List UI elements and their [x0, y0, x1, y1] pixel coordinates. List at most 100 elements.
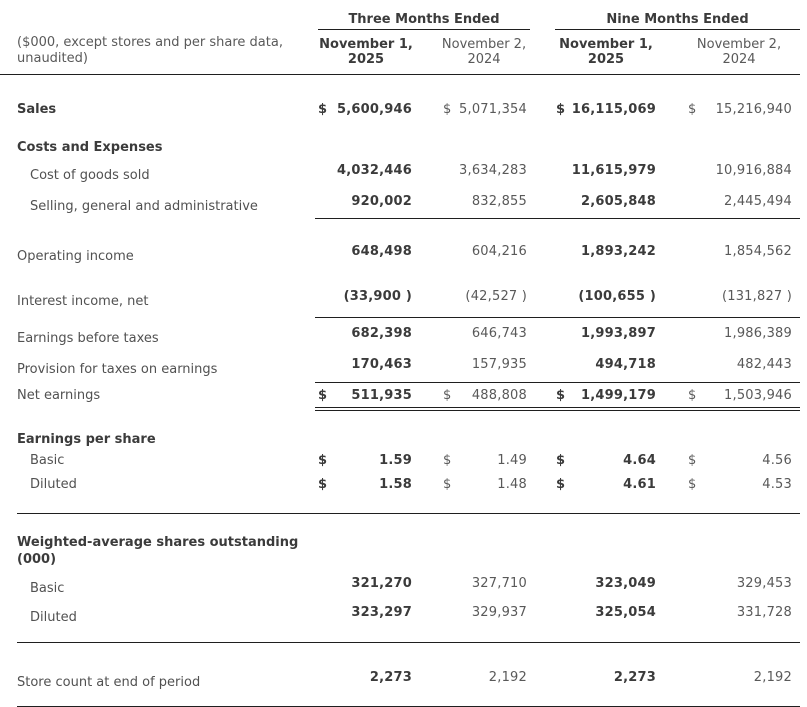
value-cell: 1,986,389: [678, 325, 800, 342]
value-cell: 325,054: [548, 604, 664, 621]
currency-symbol: $: [443, 477, 452, 492]
group-three-months: Three Months Ended: [310, 12, 535, 30]
table-row-eps-diluted: Diluted $1.58 $1.48 $4.61 $4.53: [0, 476, 800, 493]
table-row-costs-and-expenses: Costs and Expenses: [0, 139, 800, 156]
cell-value: 482,443: [736, 357, 792, 372]
section-header: Earnings per share: [17, 432, 156, 447]
value-cell: 331,728: [678, 604, 800, 621]
value-cell: 11,615,979: [548, 162, 664, 179]
section-rule: [17, 642, 800, 643]
cell-value: 604,216: [471, 244, 527, 259]
cell-value: 1.58: [379, 477, 412, 492]
column-header-nov2-2024: November 2, 2024: [696, 37, 782, 67]
table-row-shares-diluted: Diluted 323,297 329,937 325,054 331,728: [0, 604, 800, 626]
column-header-nov1-2025: November 1, 2025: [559, 37, 653, 67]
row-label: Diluted: [30, 477, 77, 492]
cell-value: 1,986,389: [724, 326, 792, 341]
cell-value: (100,655 ): [578, 289, 656, 304]
value-cell: 2,273: [548, 669, 664, 686]
cell-value: 1,854,562: [724, 244, 792, 259]
table-header: Three Months Ended Nine Months Ended ($0…: [0, 0, 800, 75]
table-row-sales: Sales $5,600,946 $5,071,354 $16,115,069 …: [0, 101, 800, 118]
cell-value: 2,273: [369, 670, 412, 685]
row-label: Cost of goods sold: [30, 168, 150, 183]
cell-value: 646,743: [471, 326, 527, 341]
cell-value: 2,445,494: [724, 194, 792, 209]
table-row-eps-basic: Basic $1.59 $1.49 $4.64 $4.56: [0, 452, 800, 469]
value-cell: 482,443: [678, 356, 800, 373]
value-cell: 682,398: [310, 325, 422, 342]
cell-value: 323,297: [351, 605, 412, 620]
column-header-row: ($000, except stores and per share data,…: [0, 35, 800, 67]
table-note: ($000, except stores and per share data,…: [0, 35, 310, 67]
table-row-tax-provision: Provision for taxes on earnings 170,463 …: [0, 356, 800, 378]
row-label: Basic: [30, 453, 65, 468]
cell-value: 327,710: [471, 576, 527, 591]
cell-value: 11,615,979: [571, 163, 656, 178]
cell-value: (33,900 ): [343, 289, 412, 304]
cell-value: 488,808: [471, 388, 527, 403]
value-cell: $15,216,940: [678, 101, 800, 118]
cell-value: 331,728: [736, 605, 792, 620]
table-row-sga: Selling, general and administrative 920,…: [0, 193, 800, 215]
value-cell: $16,115,069: [548, 101, 664, 118]
value-cell: 2,445,494: [678, 193, 800, 210]
value-cell: $4.64: [548, 452, 664, 469]
cell-value: 682,398: [351, 326, 412, 341]
value-cell: (131,827 ): [678, 288, 800, 305]
value-cell: 10,916,884: [678, 162, 800, 179]
value-cell: 3,634,283: [433, 162, 535, 179]
currency-symbol: $: [556, 388, 566, 403]
table-row-shares-header: Weighted-average shares outstanding (000…: [0, 534, 800, 568]
row-label: Store count at end of period: [17, 675, 201, 690]
cell-value: 157,935: [471, 357, 527, 372]
column-header-nov1-2025: November 1, 2025: [319, 37, 413, 67]
table-row-store-count: Store count at end of period 2,273 2,192…: [0, 669, 800, 691]
value-cell: 4,032,446: [310, 162, 422, 179]
value-cell: $1.48: [433, 476, 535, 493]
value-cell: 2,192: [678, 669, 800, 686]
currency-symbol: $: [556, 453, 566, 468]
row-label: Selling, general and administrative: [30, 199, 258, 214]
value-cell: (42,527 ): [433, 288, 535, 305]
period-group-row: Three Months Ended Nine Months Ended: [0, 12, 800, 30]
value-cell: 2,192: [433, 669, 535, 686]
value-cell: 321,270: [310, 575, 422, 592]
cell-value: 2,192: [488, 670, 527, 685]
row-label: Basic: [30, 581, 65, 596]
table-row-shares-basic: Basic 321,270 327,710 323,049 329,453: [0, 575, 800, 597]
currency-symbol: $: [688, 102, 697, 117]
cell-value: 494,718: [595, 357, 656, 372]
row-label: Sales: [17, 102, 57, 117]
cell-value: 1.59: [379, 453, 412, 468]
total-double-rule: [315, 407, 800, 411]
value-cell: $4.56: [678, 452, 800, 469]
cell-value: 4.56: [762, 453, 792, 468]
cell-value: 10,916,884: [715, 163, 792, 178]
cell-value: 170,463: [351, 357, 412, 372]
cell-value: 1,993,897: [581, 326, 656, 341]
currency-symbol: $: [556, 477, 566, 492]
value-cell: 648,498: [310, 243, 422, 260]
value-cell: $1,503,946: [678, 387, 800, 404]
group-nine-months: Nine Months Ended: [535, 12, 800, 30]
value-cell: (33,900 ): [310, 288, 422, 305]
subtotal-rule: [315, 382, 800, 383]
cell-value: 3,634,283: [459, 163, 527, 178]
value-cell: 327,710: [433, 575, 535, 592]
value-cell: 1,893,242: [548, 243, 664, 260]
row-label: Operating income: [17, 249, 134, 264]
table-row-net-earnings: Net earnings $511,935 $488,808 $1,499,17…: [0, 387, 800, 404]
cell-value: 329,937: [471, 605, 527, 620]
row-label: Net earnings: [17, 388, 101, 403]
value-cell: $511,935: [310, 387, 422, 404]
value-cell: 2,273: [310, 669, 422, 686]
currency-symbol: $: [443, 388, 452, 403]
value-cell: 1,993,897: [548, 325, 664, 342]
value-cell: $1.59: [310, 452, 422, 469]
subtotal-rule: [315, 218, 800, 219]
row-label: Interest income, net: [17, 294, 149, 309]
currency-symbol: $: [318, 102, 328, 117]
cell-value: 1.49: [497, 453, 527, 468]
